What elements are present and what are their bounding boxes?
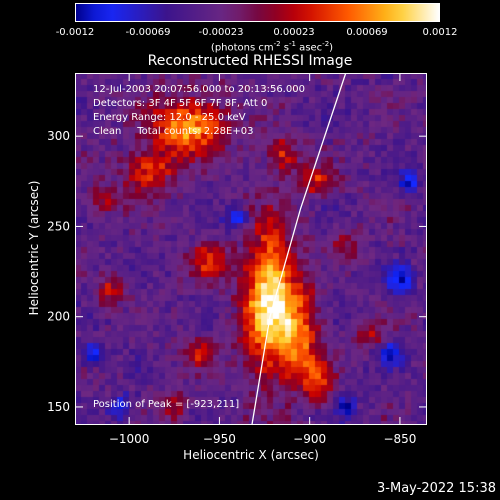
x-tick-label: −900 [293, 432, 326, 446]
plot-annotations: 12-Jul-2003 20:07:56.000 to 20:13:56.000… [93, 84, 305, 410]
annotation-energy-range: Energy Range: 12.0 - 25.0 keV [93, 112, 246, 123]
plot-area: −1000 −950 −900 −850 12-Jul-2003 20:07:56.0… [75, 73, 427, 446]
annotation-detectors: Detectors: 3F 4F 5F 6F 7F 8F, Att 0 [93, 98, 267, 109]
y-axis-title: Heliocentric Y (arcsec) [27, 181, 41, 316]
colorbar-tick-label: 0.00069 [346, 27, 388, 38]
colorbar-tick-label: -0.0012 [55, 27, 95, 38]
colorbar-tick-label: 0.0012 [422, 27, 458, 38]
y-tick-label: 300 [47, 129, 70, 143]
x-tick-label: −1000 [109, 432, 150, 446]
solar-limb-curve [251, 73, 347, 426]
colorbar-tick-label: -0.00069 [125, 27, 171, 38]
footer-date: 3-May-2022 15:38 [377, 481, 496, 496]
plot-frame [75, 73, 427, 425]
annotation-time-range: 12-Jul-2003 20:07:56.000 to 20:13:56.000 [93, 84, 305, 95]
annotation-clean-counts: Clean Total counts: 2.28E+03 [93, 126, 253, 137]
x-tick-label: −950 [203, 432, 236, 446]
x-axis-title: Heliocentric X (arcsec) [183, 448, 319, 462]
y-tick-label: 250 [47, 219, 70, 233]
y-tick-label: 150 [47, 400, 70, 414]
y-tick-label: 200 [47, 310, 70, 324]
colorbar-unit-label: (photons cm-2 s-1 asec-2) [210, 40, 334, 54]
colorbar-tick-label: 0.00023 [273, 27, 315, 38]
x-tick-label: −850 [383, 432, 416, 446]
annotation-peak-position: Position of Peak = [-923,211] [93, 399, 239, 410]
heatmap-image [75, 73, 427, 425]
colorbar-tick-label: -0.00023 [198, 27, 244, 38]
chart-title: Reconstructed RHESSI Image [147, 53, 353, 69]
axis-ticks: −1000 −950 −900 −850 [75, 73, 427, 446]
colorbar [75, 3, 440, 22]
